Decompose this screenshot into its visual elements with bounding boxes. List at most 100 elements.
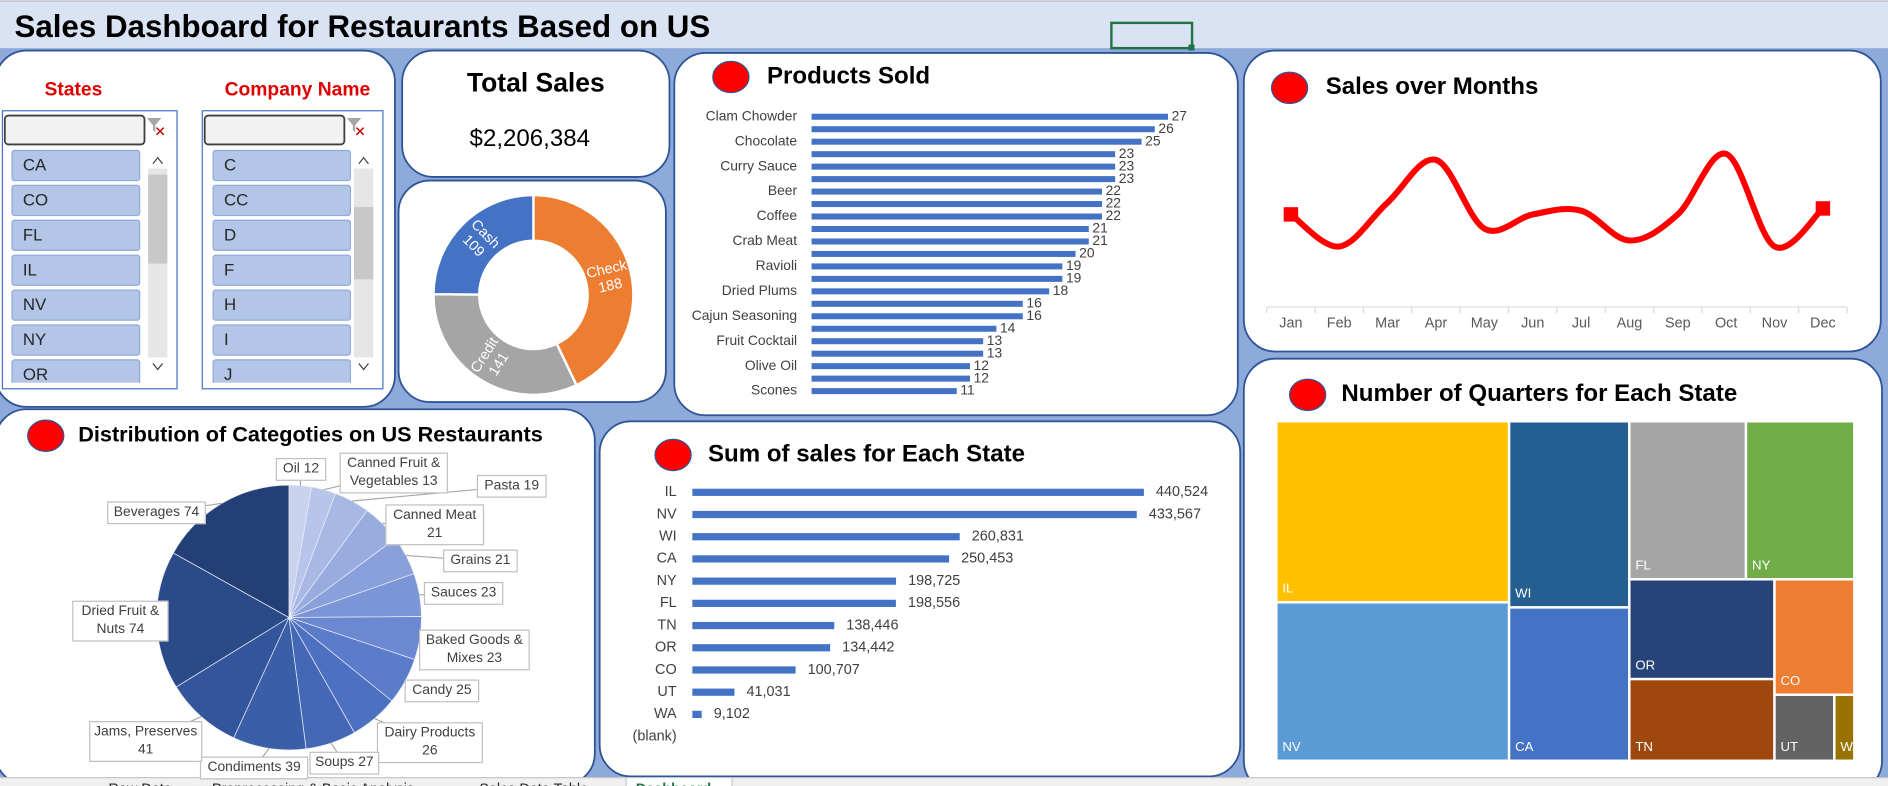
slice-label: Dairy Products 26 [376,722,483,764]
y-tick-label: CO [655,662,677,678]
slice-category: Soups [315,755,355,770]
scrollbar-thumb[interactable] [148,174,168,264]
bar [811,225,1089,233]
bar [811,263,1063,270]
clear-filter-icon[interactable] [346,117,365,136]
slice-label: Soups 27 [309,751,380,775]
y-tick-label: Cajun Seasoning [692,307,797,323]
data-label: 21 [1092,232,1108,248]
x-tick-label: Aug [1617,316,1643,332]
tile-label: CA [1515,739,1534,754]
slicer-item-label: H [224,295,236,314]
y-tick-label: WI [659,529,677,545]
slicer-item[interactable]: D [212,219,351,251]
data-label: 22 [1106,195,1121,211]
slicer-item[interactable]: H [212,289,351,321]
data-label: 13 [987,344,1003,360]
data-label: 100,707 [808,662,860,678]
data-label: 433,567 [1149,506,1201,522]
slicer-button [11,359,141,383]
tile-label: WI [1515,586,1531,601]
slicer-title: States [45,79,103,100]
slicer-item[interactable]: CO [11,184,141,217]
x-tick-label: Oct [1715,316,1737,332]
slicer-item[interactable]: OR [11,359,141,390]
slicer-item[interactable]: J [212,359,351,390]
y-tick-label: (blank) [633,728,677,744]
data-label: 250,453 [961,551,1013,567]
slice-value: 74 [128,622,145,637]
data-label: 134,442 [842,640,894,656]
slicer-item[interactable]: C [212,149,351,182]
slicer-button [11,289,141,321]
panel [598,420,1242,778]
bar [811,313,1023,320]
slice-value: 39 [285,760,301,775]
filter-x [156,127,165,136]
bar [811,213,1102,220]
bar [811,188,1102,195]
slicer-item[interactable]: F [212,254,351,286]
clear-filter-icon[interactable] [146,117,165,136]
treemap-tile [1744,420,1856,581]
y-tick-label: Fruit Cocktail [716,332,797,348]
slicer-item-label: CA [23,156,47,175]
slicer-item-label: CO [23,190,48,209]
slicer-item[interactable]: NY [11,324,141,356]
bar [811,176,1116,183]
bar [692,510,1137,519]
data-label: 19 [1066,257,1082,273]
slice-label: Beverages 74 [107,501,206,525]
scrollbar-thumb[interactable] [354,207,374,280]
slice-value: 26 [422,743,438,759]
slicer-item-label: OR [23,365,48,384]
selected-cell[interactable] [1110,21,1194,50]
treemap-tile [1628,578,1776,681]
panel [401,49,671,178]
y-tick-label: UT [657,684,676,700]
slice-category: Grains [450,553,492,568]
bar [692,688,735,696]
y-tick-label: CA [657,551,677,567]
data-label: 18 [1053,282,1069,298]
cell-handle [1188,44,1195,51]
data-label: 16 [1026,294,1042,310]
treemap-tile [1628,420,1748,581]
data-label: 12 [974,369,989,385]
data-label: 21 [1092,220,1108,236]
slicer-item[interactable]: NV [11,289,141,321]
bar [692,621,835,630]
slicer-item[interactable]: FL [11,219,141,251]
sheet-tab[interactable]: Preprocessing & Basic Analysis [212,781,414,786]
bar [811,300,1023,307]
slicer-items: CA CO FL IL NV NY OR [11,149,141,390]
slice-value: 12 [303,461,320,477]
sheet-tab[interactable]: Sales Data Table [479,781,588,786]
sheet-tab[interactable]: Raw Data [108,781,172,786]
donut-slice [432,292,579,396]
slicer-item[interactable]: IL [11,254,141,286]
slicer-item[interactable]: CA [11,149,141,182]
tile-label: FL [1635,558,1650,573]
scroll-down [152,363,164,371]
tile-label: NV [1282,739,1301,754]
data-label: 22 [1106,182,1121,198]
slicer-item[interactable]: I [212,324,351,356]
y-tick-label: Clam Chowder [706,107,798,123]
tile-label: UT [1781,739,1799,754]
slicer-button [212,324,351,356]
slicer-item[interactable]: CC [212,184,351,217]
slice-category: Dried Fruit & Nuts [81,604,160,637]
y-tick-label: NV [657,506,677,522]
data-label: 25 [1145,132,1161,148]
y-tick-label: WA [654,706,677,722]
slice-label: Candy 25 [404,679,480,703]
bar [811,138,1142,145]
slicer-button [11,219,141,251]
y-tick-label: Beer [768,182,798,198]
bar [692,710,702,719]
slice-label: Grains 21 [443,549,518,573]
sheet-tab[interactable]: Dashboard [636,781,711,786]
